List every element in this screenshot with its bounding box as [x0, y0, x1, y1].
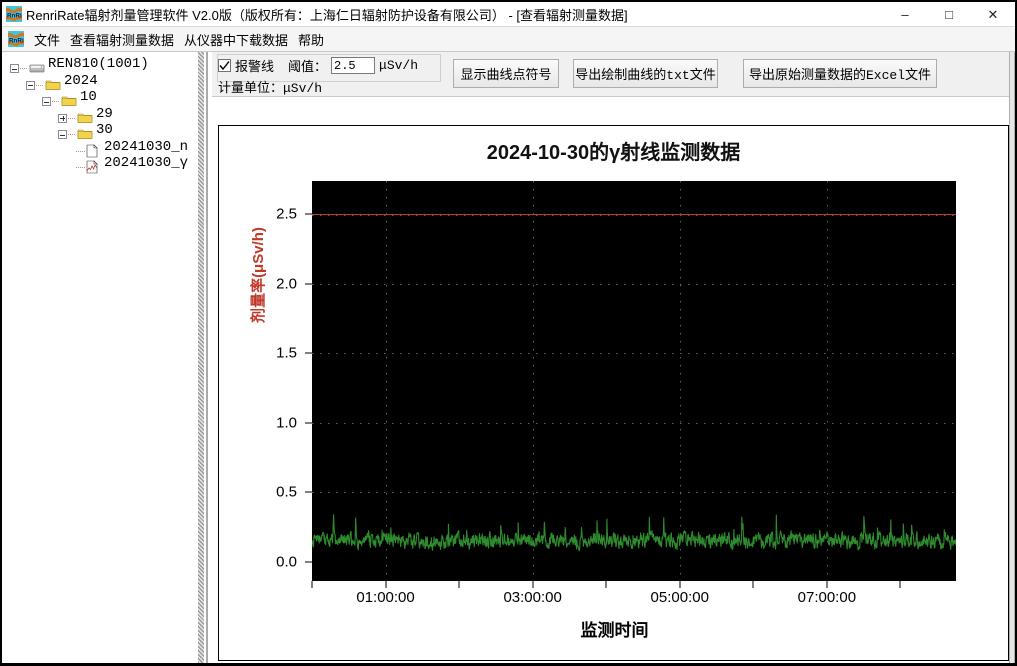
svg-text:RnRi: RnRi — [7, 13, 22, 20]
svg-text:RnRi: RnRi — [9, 38, 24, 45]
